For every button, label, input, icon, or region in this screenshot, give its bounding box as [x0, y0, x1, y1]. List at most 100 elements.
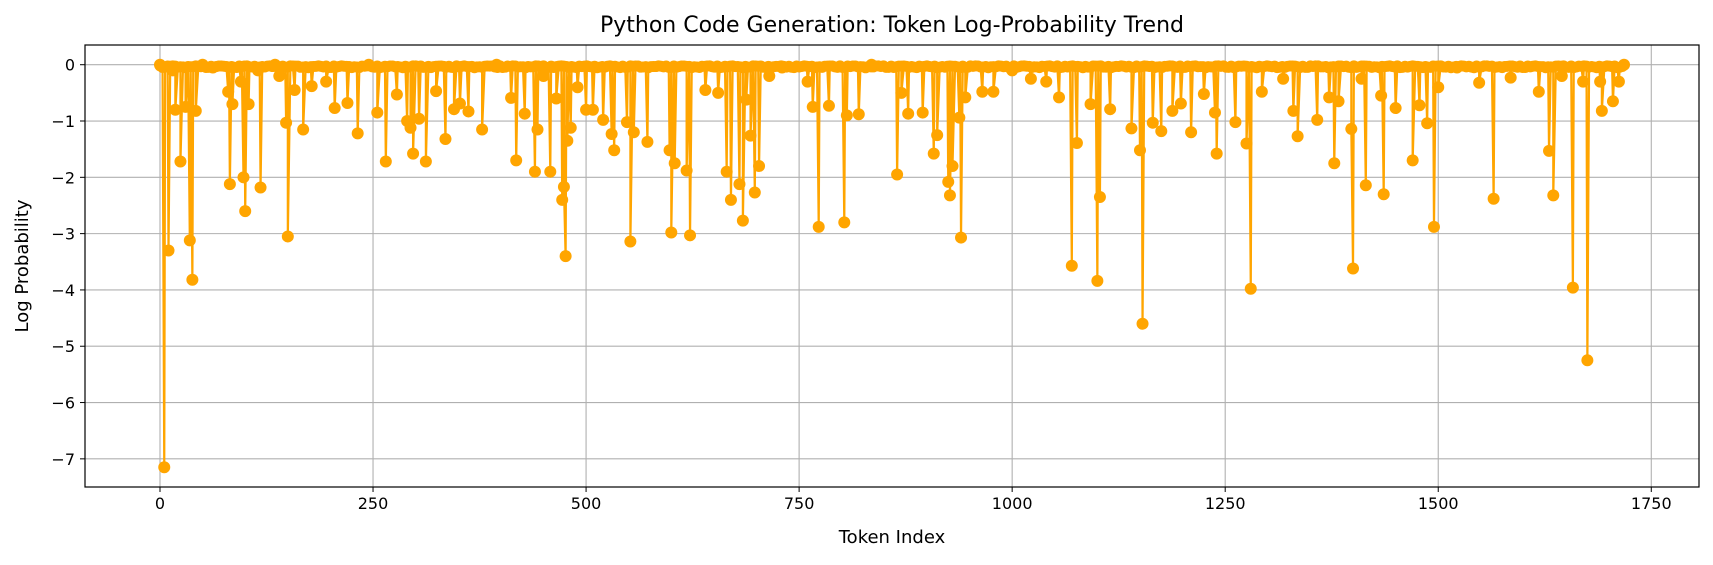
data-point — [891, 168, 904, 181]
data-point — [1197, 87, 1210, 100]
data-point — [586, 103, 599, 116]
data-point — [1210, 147, 1223, 160]
data-point — [430, 85, 443, 98]
data-point — [663, 144, 676, 157]
data-point — [351, 127, 364, 140]
data-point — [1359, 179, 1372, 192]
y-tick-label: −1 — [51, 112, 75, 131]
data-point — [822, 99, 835, 112]
y-tick-label: −4 — [51, 281, 75, 300]
data-point — [1347, 262, 1360, 275]
data-point — [976, 85, 989, 98]
data-point — [162, 244, 175, 257]
data-point — [1375, 89, 1388, 102]
data-point — [953, 111, 966, 124]
data-point — [699, 84, 712, 97]
data-point — [320, 75, 333, 88]
data-point — [1606, 95, 1619, 108]
data-point — [1377, 188, 1390, 201]
data-point — [379, 155, 392, 168]
data-point — [916, 106, 929, 119]
data-point — [174, 155, 187, 168]
data-point — [812, 220, 825, 233]
chart-title: Python Code Generation: Token Log-Probab… — [600, 13, 1184, 38]
data-point — [744, 129, 757, 142]
data-point — [1332, 95, 1345, 108]
data-point — [852, 108, 865, 121]
data-point — [169, 103, 182, 116]
data-point — [251, 64, 264, 77]
data-point — [413, 112, 426, 125]
data-point — [1255, 85, 1268, 98]
data-point — [1311, 113, 1324, 126]
y-tick-label: −7 — [51, 450, 75, 469]
data-point — [453, 97, 466, 110]
data-point — [1146, 116, 1159, 129]
data-point — [297, 123, 310, 136]
data-point — [680, 164, 693, 177]
data-point — [462, 105, 475, 118]
data-point — [407, 147, 420, 160]
data-point — [665, 226, 678, 239]
data-point — [1547, 189, 1560, 202]
data-point — [206, 61, 219, 74]
data-point — [237, 171, 250, 184]
data-point — [505, 91, 518, 104]
x-axis-label: Token Index — [838, 527, 946, 548]
data-point — [564, 121, 577, 134]
data-point — [273, 69, 286, 82]
x-tick-label: 500 — [571, 494, 602, 513]
data-point — [226, 98, 239, 111]
data-point — [1555, 69, 1568, 82]
data-point — [390, 88, 403, 101]
x-tick-label: 750 — [784, 494, 815, 513]
data-point — [1323, 91, 1336, 104]
data-point — [1487, 192, 1500, 205]
data-point — [419, 155, 432, 168]
data-point — [748, 186, 761, 199]
data-point — [1432, 81, 1445, 94]
data-point — [1240, 137, 1253, 150]
data-point — [736, 214, 749, 227]
y-tick-label: −5 — [51, 337, 75, 356]
data-point — [840, 109, 853, 122]
y-axis-label: Log Probability — [12, 199, 33, 332]
data-point — [223, 178, 236, 191]
data-point — [1594, 75, 1607, 88]
data-point — [186, 273, 199, 286]
data-point — [166, 64, 179, 77]
data-point — [620, 116, 633, 129]
data-point — [1277, 72, 1290, 85]
data-point — [1473, 76, 1486, 89]
data-point — [1093, 191, 1106, 204]
data-point — [305, 80, 318, 93]
data-point — [895, 86, 908, 99]
data-point — [1006, 64, 1019, 77]
data-point — [281, 230, 294, 243]
data-point — [724, 193, 737, 206]
data-point — [801, 75, 814, 88]
x-tick-label: 1500 — [1418, 494, 1459, 513]
data-point — [1328, 157, 1341, 170]
data-point — [987, 85, 1000, 98]
grid — [85, 45, 1699, 487]
data-point — [1532, 85, 1545, 98]
data-point — [931, 129, 944, 142]
x-tick-label: 1750 — [1631, 494, 1672, 513]
data-point — [1406, 154, 1419, 167]
data-point — [753, 160, 766, 173]
data-point — [955, 231, 968, 244]
data-point — [1577, 75, 1590, 88]
data-point — [557, 180, 570, 193]
y-tick-label: −6 — [51, 394, 75, 413]
data-point — [1413, 99, 1426, 112]
data-point — [776, 61, 789, 74]
x-tick-label: 1000 — [992, 494, 1033, 513]
data-point — [254, 181, 267, 194]
y-axis-ticks: 0 −1 −2 −3 −4 −5 −6 −7 — [51, 56, 85, 469]
data-point — [1427, 220, 1440, 233]
data-point — [1125, 122, 1138, 135]
data-point — [865, 58, 878, 71]
data-point — [946, 160, 959, 173]
